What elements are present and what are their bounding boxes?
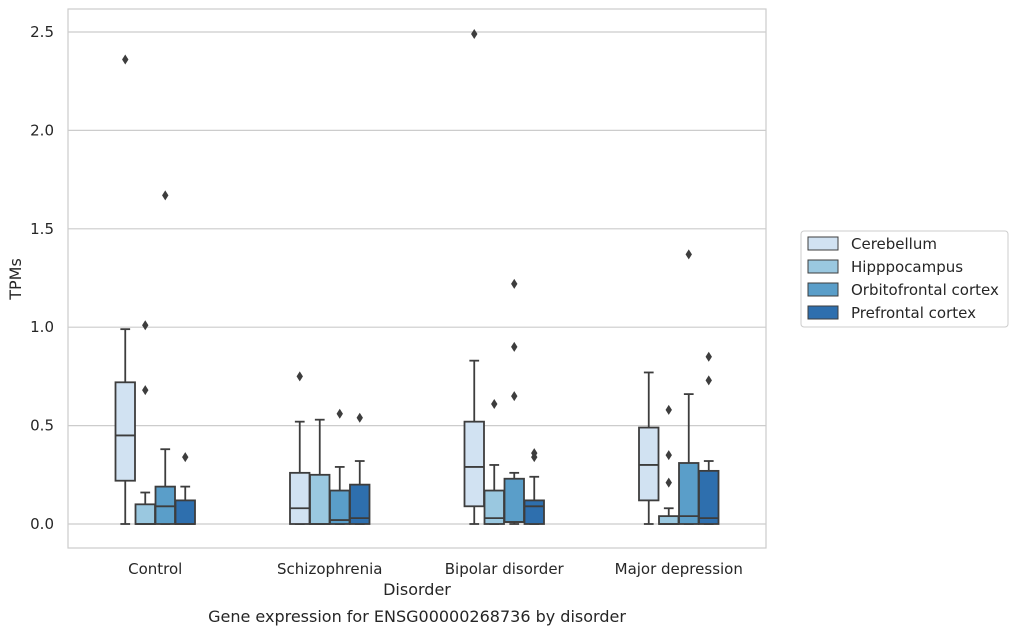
- box-orbitofrontal-cortex: [503, 278, 525, 525]
- box-prefrontal-cortex: [174, 452, 196, 525]
- outlier-point: [296, 371, 303, 382]
- box-cerebellum: [463, 28, 485, 525]
- x-tick-label: Control: [128, 560, 182, 578]
- outlier-point: [511, 278, 518, 289]
- plot-frame: [67, 8, 767, 549]
- outlier-point: [511, 391, 518, 402]
- outlier-point: [665, 404, 672, 415]
- outlier-point: [531, 452, 538, 463]
- box-orbitofrontal-cortex: [678, 249, 700, 525]
- outlier-point: [491, 398, 498, 409]
- y-tick-label: 1.5: [30, 220, 54, 238]
- x-axis-label: Disorder: [383, 580, 451, 599]
- y-tick-label: 0.5: [30, 417, 54, 435]
- box-body: [289, 471, 311, 525]
- box-cerebellum: [638, 371, 660, 525]
- outlier-point: [162, 190, 169, 201]
- legend-frame: [800, 230, 1009, 328]
- outlier-point: [142, 385, 149, 396]
- y-tick-label: 2.5: [30, 23, 54, 41]
- y-axis-label: TPMs: [6, 258, 25, 301]
- box-body: [463, 420, 485, 508]
- box-hipppocampus: [134, 320, 156, 525]
- outlier-point: [356, 412, 363, 423]
- box-body: [154, 485, 176, 525]
- box-cerebellum: [289, 371, 311, 525]
- outlier-point: [665, 450, 672, 461]
- x-tick-label: Bipolar disorder: [445, 560, 565, 578]
- outlier-point: [122, 54, 129, 65]
- legend-swatch: [807, 282, 839, 297]
- box-orbitofrontal-cortex: [154, 190, 176, 525]
- outlier-point: [685, 249, 692, 260]
- outlier-point: [182, 452, 189, 463]
- box-hipppocampus: [309, 418, 331, 525]
- outlier-point: [471, 28, 478, 39]
- legend-label: Cerebellum: [851, 235, 937, 253]
- legend-swatch: [807, 259, 839, 274]
- y-tick-label: 2.0: [30, 121, 54, 139]
- box-body: [638, 426, 660, 502]
- grid-layer: [68, 31, 766, 525]
- box-body: [503, 477, 525, 523]
- box-body: [658, 515, 680, 525]
- outlier-point: [705, 351, 712, 362]
- legend-swatch: [807, 236, 839, 251]
- x-tick-label: Schizophrenia: [277, 560, 382, 578]
- legend-label: Orbitofrontal cortex: [851, 281, 999, 299]
- outlier-point: [142, 320, 149, 331]
- box-prefrontal-cortex: [349, 412, 371, 525]
- box-body: [134, 503, 156, 525]
- outlier-point: [665, 477, 672, 488]
- box-body: [349, 483, 371, 525]
- box-cerebellum: [114, 54, 136, 525]
- outlier-point: [336, 408, 343, 419]
- box-body: [174, 499, 196, 525]
- box-body: [309, 473, 331, 525]
- legend-swatch: [807, 305, 839, 320]
- y-tick-label: 1.0: [30, 318, 54, 336]
- legend-label: Hipppocampus: [851, 258, 963, 276]
- y-tick-labels: 0.0 0.5 1.0 1.5 2.0 2.5: [30, 23, 54, 533]
- x-tick-labels: Control Schizophrenia Bipolar disorder Majo…: [128, 560, 743, 578]
- box-prefrontal-cortex: [523, 448, 545, 525]
- box-body: [698, 469, 720, 525]
- outlier-point: [705, 375, 712, 386]
- chart-title: Gene expression for ENSG00000268736 by d…: [208, 607, 626, 626]
- box-body: [523, 499, 545, 525]
- legend-label: Prefrontal cortex: [851, 304, 976, 322]
- outlier-point: [511, 341, 518, 352]
- box-prefrontal-cortex: [698, 351, 720, 525]
- box-orbitofrontal-cortex: [329, 408, 351, 525]
- box-body: [678, 462, 700, 525]
- box-hipppocampus: [483, 398, 505, 525]
- legend: Cerebellum Hipppocampus Orbitofrontal cort…: [800, 230, 1009, 328]
- box-layer: [114, 28, 720, 525]
- x-tick-label: Major depression: [615, 560, 743, 578]
- y-tick-label: 0.0: [30, 515, 54, 533]
- box-body: [114, 381, 136, 482]
- box-body: [329, 489, 351, 525]
- box-hipppocampus: [658, 404, 680, 525]
